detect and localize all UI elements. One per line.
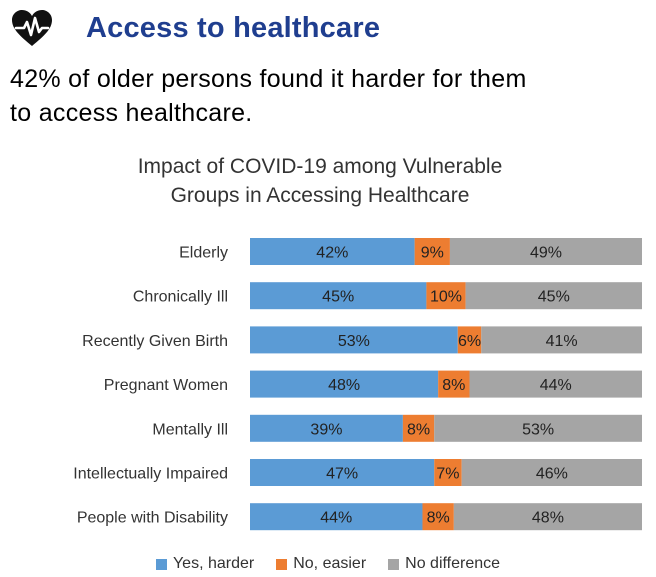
bar-segment [461,459,642,486]
data-label: 47% [326,466,358,483]
category-label: Chronically Ill [133,289,228,306]
bar-segment [453,503,642,531]
legend-swatch-yes [155,558,167,570]
legend-swatch-no [276,558,288,570]
legend-label-no: No, easier [293,555,367,572]
bar-segment [434,414,642,442]
data-label: 44% [320,510,352,527]
category-label: Mentally Ill [152,421,228,438]
bar-segment [422,503,454,531]
bar-segment [250,370,439,398]
legend-item-nodiff: No difference [388,555,500,573]
data-label: 53% [338,333,370,350]
legend-label-yes: Yes, harder [172,555,255,572]
category-label: Pregnant Women [104,377,228,394]
page-title: Access to healthcare [86,11,381,44]
data-label: 44% [540,377,572,394]
bar-segment [465,282,642,310]
data-label: 41% [546,333,578,350]
bar-segment [250,503,423,531]
data-label: 53% [522,421,554,438]
data-label: 39% [310,421,342,438]
data-label: 48% [532,510,564,527]
data-label: 48% [328,377,360,394]
category-label: Elderly [179,245,228,262]
bar-segment [250,282,427,310]
data-label: 10% [430,289,462,306]
subtitle-line-2: to access healthcare. [10,99,253,127]
legend: Yes, harder No, easier No difference [0,555,656,573]
legend-item-no: No, easier [276,555,366,573]
bar-segment [434,459,462,486]
bar-segment [414,238,450,265]
stacked-bar-chart: Elderly 42% 9% 49% Chronically Ill 45% 10% 45% R… [73,238,642,531]
bar-segment [250,459,435,486]
category-label: Intellectually Impaired [73,466,228,483]
bar-segment [402,414,435,442]
bar-segment [457,326,482,354]
category-label: Recently Given Birth [82,333,228,350]
subtitle-line-1: 42% of older persons found it harder for… [10,65,527,93]
legend-label-nodiff: No difference [405,555,501,572]
data-label: 6% [458,333,481,350]
bar-segment [481,326,642,354]
data-label: 8% [442,377,465,394]
data-label: 8% [427,510,450,527]
legend-swatch-nodiff [388,558,400,570]
data-label: 42% [316,245,348,262]
chart-title: Impact of COVID-19 among Vulnerable Grou… [0,152,640,210]
bar-segment [250,414,403,442]
category-label: People with Disability [77,510,228,527]
bar-segment [438,370,470,398]
heart-pulse-icon [12,10,52,46]
chart-title-line-2: Groups in Accessing Healthcare [170,184,470,207]
bar-segment [426,282,466,310]
bar-segment [469,370,642,398]
legend-item-yes: Yes, harder [155,555,255,573]
bar-segment [449,238,642,265]
header: Access to healthcare [10,8,380,48]
data-label: 9% [421,245,444,262]
data-label: 8% [407,421,430,438]
data-label: 46% [536,466,568,483]
subtitle: 42% of older persons found it harder for… [10,62,656,130]
data-label: 45% [538,289,570,306]
data-label: 7% [436,466,459,483]
data-label: 49% [530,245,562,262]
bar-segment [250,238,415,265]
data-label: 45% [322,289,354,306]
bar-segment [250,326,458,354]
chart-title-line-1: Impact of COVID-19 among Vulnerable [137,155,503,178]
